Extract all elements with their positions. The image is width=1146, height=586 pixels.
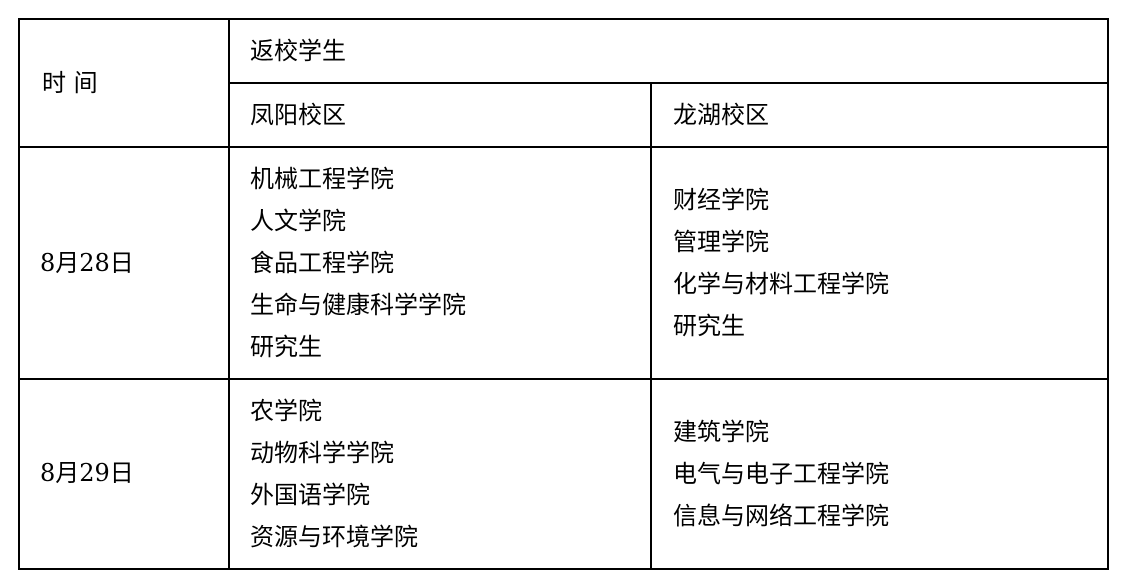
college: 管理学院	[673, 228, 769, 256]
row-date: 8月28日	[40, 249, 134, 277]
row-divider-subheader	[228, 82, 1109, 84]
college: 信息与网络工程学院	[673, 502, 889, 530]
college: 研究生	[673, 312, 745, 340]
fengyang-list: 机械工程学院 人文学院 食品工程学院 生命与健康科学学院 研究生	[250, 158, 466, 368]
college: 研究生	[250, 333, 322, 361]
border-left	[18, 18, 20, 570]
col-divider-1	[228, 18, 230, 570]
header-longhu-campus: 龙湖校区	[673, 101, 769, 129]
college: 外国语学院	[250, 481, 370, 509]
border-top	[18, 18, 1109, 20]
college: 农学院	[250, 397, 322, 425]
row-divider-header	[18, 146, 1109, 148]
college: 动物科学学院	[250, 439, 394, 467]
longhu-list: 建筑学院 电气与电子工程学院 信息与网络工程学院	[673, 411, 889, 537]
college: 建筑学院	[673, 418, 769, 446]
college: 化学与材料工程学院	[673, 270, 889, 298]
college: 财经学院	[673, 186, 769, 214]
header-time: 时 间	[42, 69, 98, 97]
college: 资源与环境学院	[250, 523, 418, 551]
college: 机械工程学院	[250, 165, 394, 193]
col-divider-2	[650, 82, 652, 570]
college: 电气与电子工程学院	[673, 460, 889, 488]
longhu-list: 财经学院 管理学院 化学与材料工程学院 研究生	[673, 179, 889, 347]
row-date: 8月29日	[40, 459, 134, 487]
border-right	[1107, 18, 1109, 570]
row-divider-2	[18, 378, 1109, 380]
fengyang-list: 农学院 动物科学学院 外国语学院 资源与环境学院	[250, 390, 418, 558]
header-returning-students: 返校学生	[250, 37, 346, 65]
college: 生命与健康科学学院	[250, 291, 466, 319]
college: 食品工程学院	[250, 249, 394, 277]
header-fengyang-campus: 凤阳校区	[250, 101, 346, 129]
border-bottom	[18, 568, 1109, 570]
college: 人文学院	[250, 207, 346, 235]
